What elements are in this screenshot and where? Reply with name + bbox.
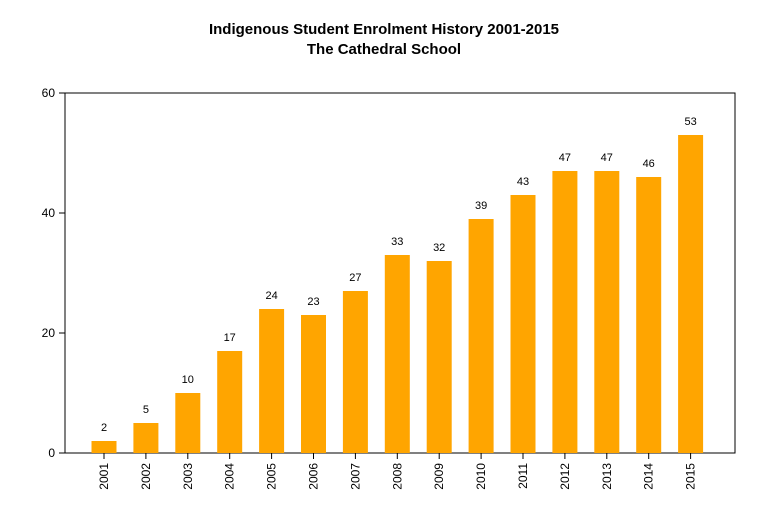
bar — [426, 261, 452, 453]
bar — [468, 219, 494, 453]
bar-value-label: 33 — [391, 236, 403, 248]
x-tick-label: 2010 — [474, 463, 488, 490]
bar-value-label: 47 — [601, 152, 613, 164]
x-tick-label: 2007 — [348, 463, 362, 490]
x-tick-label: 2012 — [558, 463, 572, 490]
x-tick-label: 2011 — [516, 463, 530, 489]
x-tick-label: 2013 — [600, 463, 614, 490]
bar-value-label: 17 — [224, 332, 236, 344]
x-tick-label: 2009 — [432, 463, 446, 490]
bar — [594, 171, 620, 453]
bar — [342, 291, 368, 453]
x-tick-label: 2003 — [181, 463, 195, 490]
x-tick-label: 2005 — [265, 463, 279, 490]
x-tick-label: 2002 — [139, 463, 153, 490]
bar-value-label: 47 — [559, 152, 571, 164]
bar-value-label: 53 — [684, 116, 696, 128]
bar-value-label: 39 — [475, 200, 487, 212]
x-tick-label: 2015 — [684, 463, 698, 490]
bar-value-label: 10 — [182, 374, 194, 386]
y-tick-label: 0 — [48, 446, 55, 460]
bar — [175, 393, 201, 453]
x-tick-label: 2014 — [642, 463, 656, 490]
x-tick-label: 2006 — [307, 463, 321, 490]
bar-value-label: 23 — [307, 296, 319, 308]
chart-title-block: Indigenous Student Enrolment History 200… — [0, 20, 768, 60]
bar-value-label: 27 — [349, 272, 361, 284]
bar — [259, 309, 285, 453]
y-tick-label: 60 — [42, 86, 56, 100]
bar — [552, 171, 578, 453]
x-tick-label: 2008 — [390, 463, 404, 490]
bars-group: 2 5 10 17 24 23 27 33 32 39 43 47 47 46 53 — [91, 116, 704, 453]
y-axis: 0 20 40 60 — [42, 86, 65, 460]
bar-value-label: 32 — [433, 242, 445, 254]
bar — [301, 315, 326, 453]
bar-value-label: 24 — [265, 290, 277, 302]
bar — [510, 195, 536, 453]
x-axis: 2001 2002 2003 2004 2005 2006 2007 2008 2009 2010… — [97, 453, 698, 490]
bar-value-label: 5 — [143, 404, 149, 416]
x-tick-label: 2001 — [97, 463, 111, 490]
chart-subtitle: The Cathedral School — [306, 41, 462, 58]
bar — [91, 441, 117, 453]
chart-title: Indigenous Student Enrolment History 200… — [208, 21, 560, 38]
bar-value-label: 2 — [101, 422, 107, 434]
bar — [636, 177, 662, 453]
bar — [133, 423, 159, 453]
bar — [384, 255, 410, 453]
y-tick-label: 40 — [42, 206, 56, 220]
bar — [678, 135, 704, 453]
x-tick-label: 2004 — [223, 463, 237, 490]
bar-value-label: 46 — [643, 158, 655, 170]
y-tick-label: 20 — [42, 326, 56, 340]
bar-value-label: 43 — [517, 176, 529, 188]
bar — [217, 351, 243, 453]
